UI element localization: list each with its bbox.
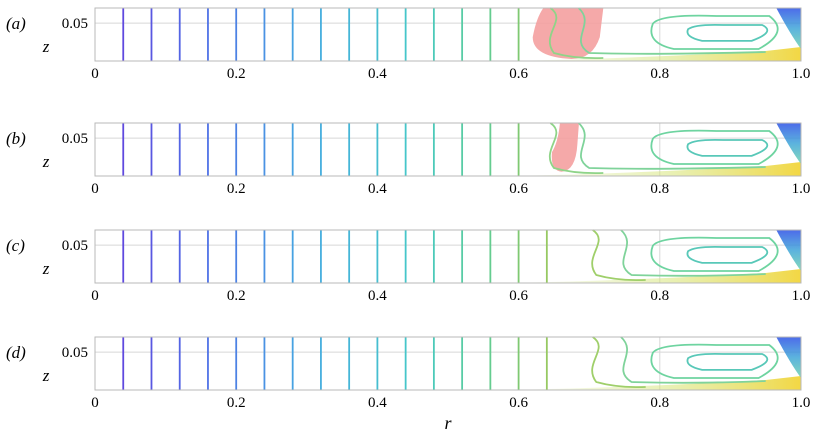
x-tick-label: 0.4 [368,288,387,304]
x-tick-label: 0 [91,395,99,411]
panel-label: (c) [6,236,25,255]
outer-wall-region [776,337,801,378]
x-tick-label: 0 [91,288,99,304]
x-tick-label: 0.6 [509,181,528,197]
x-tick-label: 0 [91,66,99,82]
x-tick-label: 0.2 [227,66,246,82]
y-tick-label: 0.05 [62,16,88,32]
x-tick-label: 1.0 [792,66,811,82]
panel-b: (b) 0.05 z 0 0.2 0.4 0.6 0.8 1.0 [6,122,811,197]
outer-wall-region [776,8,801,49]
eddy-contour-inner [686,245,769,264]
contour-bend-1 [591,336,646,389]
contour-bend-1 [548,7,604,60]
axes-frame [94,336,802,391]
x-tick-label: 0.4 [368,395,387,411]
eddy-contour-outer [650,343,779,379]
contour-bend-2 [577,7,766,55]
x-tick-label: 1.0 [792,288,811,304]
x-tick-label: 0.2 [227,395,246,411]
x-tick-label: 0.4 [368,181,387,197]
y-tick-label: 0.05 [62,131,88,147]
y-tick-label: 0.05 [62,238,88,254]
x-axis-label: r [444,413,452,431]
highlight-region [532,8,604,59]
panel-label: (a) [6,14,26,33]
floor-boundary-layer [504,376,801,390]
contour-bend-2 [620,336,766,384]
x-tick-label: 0.2 [227,181,246,197]
eddy-contour-inner [686,138,769,157]
x-tick-label: 0.8 [650,181,669,197]
axes-frame [94,122,802,177]
x-tick-label: 0.8 [650,395,669,411]
floor-boundary-layer [504,47,801,61]
x-tick-label: 0.4 [368,66,387,82]
outer-wall-region [776,230,801,271]
outer-wall-region [776,123,801,164]
panel-d: (d) 0.05 z 0 0.2 0.4 0.6 0.8 1.0 r [6,336,811,431]
panel-c: (c) 0.05 z 0 0.2 0.4 0.6 0.8 1.0 [6,229,811,304]
panel-a: (a) 0.05 z 0 0.2 0.4 0.6 0.8 1.0 [6,7,811,82]
x-tick-label: 0.2 [227,288,246,304]
eddy-contour-outer [650,14,779,50]
y-axis-label: z [42,366,50,385]
x-tick-label: 1.0 [792,181,811,197]
eddy-contour-inner [686,23,769,42]
highlight-region [551,123,579,172]
x-tick-label: 0.6 [509,395,528,411]
eddy-contour-outer [650,129,779,165]
contour-bend-2 [620,229,766,277]
axes-frame [94,7,802,62]
x-tick-label: 0.6 [509,288,528,304]
eddy-contour-inner [686,352,769,371]
y-tick-label: 0.05 [62,345,88,361]
contour-bend-2 [577,122,766,170]
x-tick-label: 0.8 [650,288,669,304]
x-tick-label: 0 [91,181,99,197]
floor-boundary-layer [504,269,801,283]
y-axis-label: z [42,37,50,56]
x-tick-label: 0.6 [509,66,528,82]
eddy-contour-outer [650,236,779,272]
panel-label: (b) [6,129,26,148]
floor-boundary-layer [504,162,801,176]
y-axis-label: z [42,259,50,278]
contour-bend-1 [591,229,646,282]
x-tick-label: 0.8 [650,66,669,82]
x-tick-label: 1.0 [792,395,811,411]
axes-frame [94,229,802,284]
contour-bend-1 [548,122,604,175]
y-axis-label: z [42,152,50,171]
panel-label: (d) [6,343,26,362]
